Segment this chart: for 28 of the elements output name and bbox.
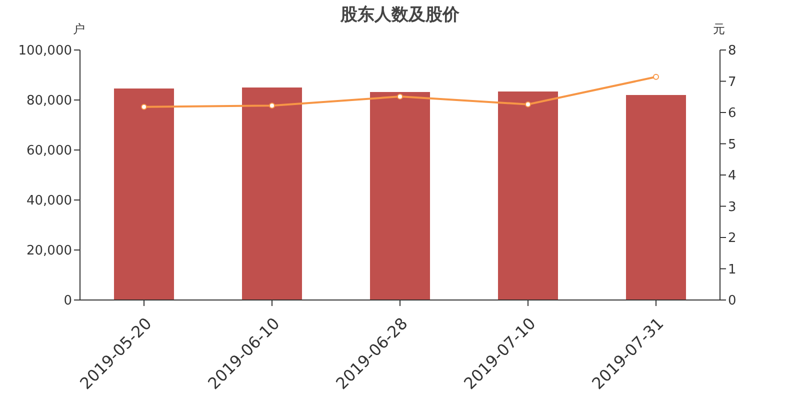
y2-tick-label: 1 — [728, 262, 736, 278]
point — [525, 101, 531, 108]
y2-tick-label: 6 — [728, 106, 736, 122]
y-tick-label: 40,000 — [26, 194, 72, 209]
bar — [498, 92, 558, 300]
bar — [626, 95, 686, 300]
y-tick-label: 0 — [64, 294, 72, 309]
point — [653, 74, 659, 80]
y2-tick-label: 2 — [728, 231, 736, 246]
chart-title: 股东人数及股价 — [340, 5, 460, 25]
bar — [370, 92, 430, 300]
point — [269, 102, 275, 109]
y2-tick-label: 0 — [728, 294, 736, 309]
y-tick-label: 80,000 — [26, 94, 72, 109]
point — [141, 104, 147, 110]
y-tick-label: 60,000 — [26, 144, 72, 159]
y2-tick-label: 3 — [728, 200, 736, 215]
y2-tick-label: 4 — [728, 168, 736, 184]
bar — [242, 88, 302, 300]
y-tick-label: 100,000 — [18, 44, 72, 59]
y2-tick-label: 8 — [728, 44, 736, 59]
y2-tick-label: 7 — [728, 74, 736, 90]
y-axis-title: 户 — [73, 21, 85, 38]
y2-tick-label: 5 — [728, 137, 736, 152]
bar — [114, 88, 174, 300]
point — [397, 94, 403, 100]
y2-axis-title: 元 — [713, 21, 725, 38]
y-tick-label: 20,000 — [26, 244, 72, 259]
